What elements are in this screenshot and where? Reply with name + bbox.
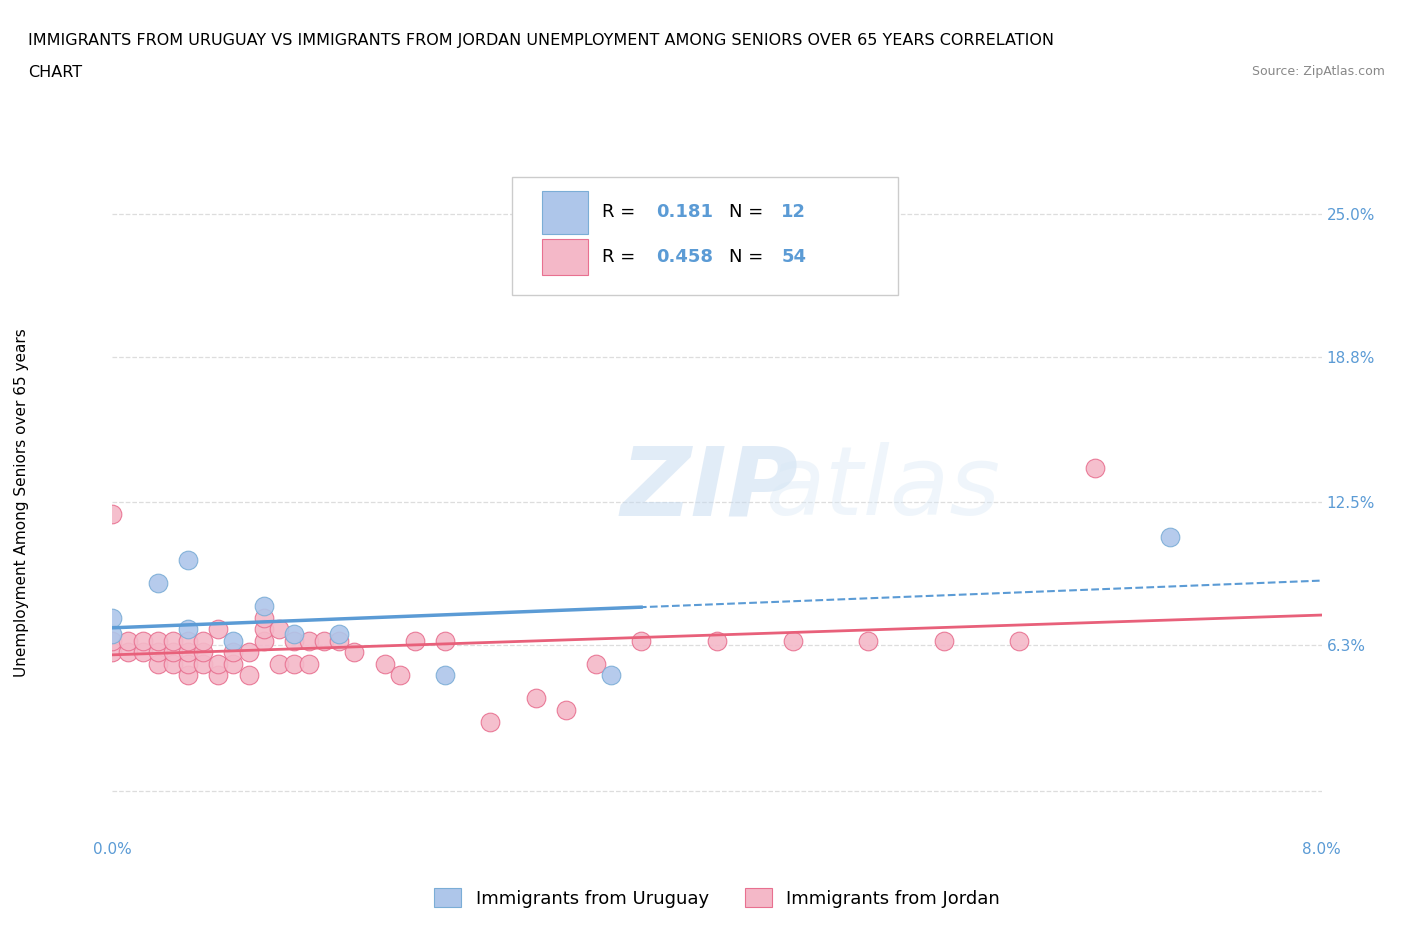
Text: 12: 12	[782, 203, 806, 221]
Point	[177, 644, 200, 659]
Point	[253, 633, 276, 648]
Point	[388, 668, 411, 683]
Point	[524, 691, 547, 706]
Text: 0.181: 0.181	[657, 203, 714, 221]
Point	[146, 657, 169, 671]
Point	[1008, 633, 1031, 648]
Text: N =: N =	[730, 203, 769, 221]
Text: CHART: CHART	[28, 65, 82, 80]
Point	[856, 633, 880, 648]
Point	[238, 644, 260, 659]
Point	[101, 506, 124, 521]
Point	[343, 644, 366, 659]
Point	[600, 668, 623, 683]
Point	[101, 644, 124, 659]
Point	[101, 610, 124, 625]
Text: 54: 54	[782, 247, 806, 266]
Point	[585, 657, 607, 671]
Point	[177, 622, 200, 637]
Point	[1159, 529, 1181, 544]
Point	[207, 657, 229, 671]
Point	[101, 633, 124, 648]
Point	[162, 633, 184, 648]
Point	[404, 633, 426, 648]
Point	[298, 657, 321, 671]
Point	[222, 633, 245, 648]
Point	[146, 633, 169, 648]
Point	[162, 657, 184, 671]
Point	[328, 633, 350, 648]
Point	[267, 657, 290, 671]
Point	[782, 633, 804, 648]
Point	[146, 644, 169, 659]
Point	[630, 633, 652, 648]
Point	[222, 657, 245, 671]
Point	[312, 633, 335, 648]
Point	[253, 599, 276, 614]
Text: 0.458: 0.458	[657, 247, 714, 266]
Point	[162, 644, 184, 659]
Point	[207, 668, 229, 683]
Point	[433, 633, 456, 648]
Point	[191, 633, 215, 648]
Text: N =: N =	[730, 247, 769, 266]
Point	[479, 714, 502, 729]
Text: R =: R =	[602, 203, 641, 221]
Point	[191, 644, 215, 659]
FancyBboxPatch shape	[541, 191, 588, 234]
FancyBboxPatch shape	[512, 178, 898, 295]
Point	[253, 610, 276, 625]
Text: atlas: atlas	[765, 443, 1001, 536]
Text: Unemployment Among Seniors over 65 years: Unemployment Among Seniors over 65 years	[14, 328, 28, 677]
FancyBboxPatch shape	[541, 239, 588, 275]
Point	[132, 644, 155, 659]
Point	[283, 657, 305, 671]
Point	[117, 633, 139, 648]
Point	[706, 633, 728, 648]
Point	[554, 702, 576, 717]
Point	[177, 633, 200, 648]
Point	[146, 576, 169, 591]
Text: Source: ZipAtlas.com: Source: ZipAtlas.com	[1251, 65, 1385, 78]
Point	[117, 644, 139, 659]
Point	[177, 552, 200, 567]
Point	[101, 627, 124, 642]
Text: ZIP: ZIP	[620, 443, 799, 536]
Point	[328, 627, 350, 642]
Point	[1084, 460, 1107, 475]
Point	[932, 633, 955, 648]
Point	[298, 633, 321, 648]
Point	[191, 657, 215, 671]
Point	[283, 627, 305, 642]
Text: R =: R =	[602, 247, 641, 266]
Text: IMMIGRANTS FROM URUGUAY VS IMMIGRANTS FROM JORDAN UNEMPLOYMENT AMONG SENIORS OVE: IMMIGRANTS FROM URUGUAY VS IMMIGRANTS FR…	[28, 33, 1054, 47]
Point	[132, 633, 155, 648]
Point	[207, 622, 229, 637]
Point	[222, 644, 245, 659]
Point	[238, 668, 260, 683]
Point	[373, 657, 396, 671]
Point	[283, 633, 305, 648]
Point	[433, 668, 456, 683]
Point	[177, 668, 200, 683]
Legend: Immigrants from Uruguay, Immigrants from Jordan: Immigrants from Uruguay, Immigrants from…	[427, 882, 1007, 915]
Point	[253, 622, 276, 637]
Point	[267, 622, 290, 637]
Point	[177, 657, 200, 671]
